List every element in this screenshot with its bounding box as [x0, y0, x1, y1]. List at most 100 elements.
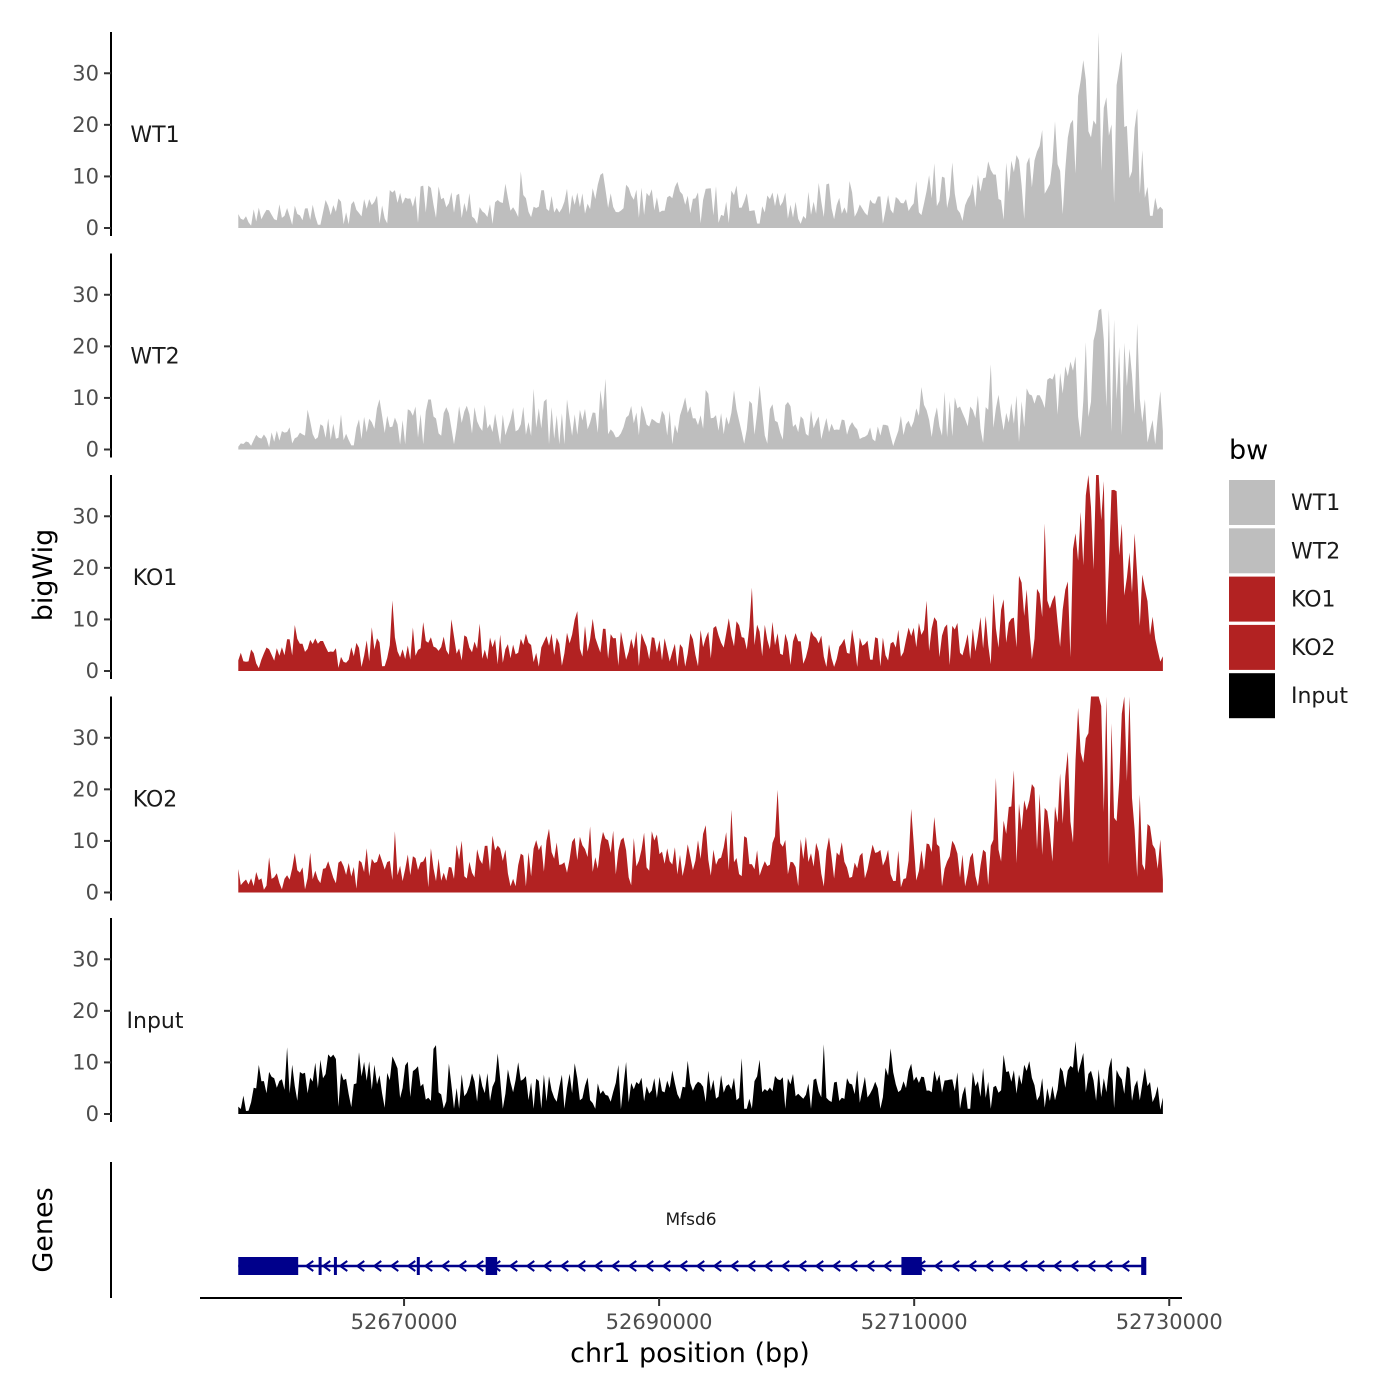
y-tick-label: 30	[72, 283, 99, 307]
strand-arrow	[423, 1260, 433, 1272]
strand-arrow	[984, 1260, 994, 1272]
strand-arrow	[1001, 1260, 1011, 1272]
x-tick-label: 52670000	[351, 1310, 458, 1334]
strand-arrow	[780, 1260, 790, 1272]
strand-arrow	[882, 1260, 892, 1272]
y-tick-label: 0	[86, 216, 99, 240]
y-tick-label: 10	[72, 829, 99, 853]
track-label-wt1: WT1	[130, 123, 179, 148]
y-tick-label: 10	[72, 386, 99, 410]
legend-label-wt2: WT2	[1291, 539, 1340, 564]
y-tick-label: 0	[86, 659, 99, 683]
y-tick-label: 30	[72, 61, 99, 85]
y-tick-label: 20	[72, 999, 99, 1023]
legend-label-input: Input	[1291, 684, 1348, 709]
track-label-wt2: WT2	[130, 345, 179, 370]
strand-arrow	[389, 1260, 399, 1272]
coverage-area-ko1	[238, 475, 1163, 671]
strand-arrow	[355, 1260, 365, 1272]
strand-arrow	[508, 1260, 518, 1272]
strand-arrow	[559, 1260, 569, 1272]
strand-arrow	[525, 1260, 535, 1272]
strand-arrow	[763, 1260, 773, 1272]
strand-arrow	[967, 1260, 977, 1272]
strand-arrow	[440, 1260, 450, 1272]
strand-arrow	[712, 1260, 722, 1272]
strand-arrow	[338, 1260, 348, 1272]
strand-arrow	[933, 1260, 943, 1272]
strand-arrow	[1103, 1260, 1113, 1272]
legend-label-wt1: WT1	[1291, 491, 1340, 516]
coverage-area-wt1	[238, 32, 1163, 228]
y-tick-label: 10	[72, 164, 99, 188]
genes-axis-title: Genes	[28, 1187, 59, 1272]
strand-arrow	[814, 1260, 824, 1272]
y-tick-label: 20	[72, 113, 99, 137]
strand-arrow	[576, 1260, 586, 1272]
strand-arrow	[695, 1260, 705, 1272]
y-tick-label: 20	[72, 556, 99, 580]
x-axis: 52670000 52690000 52710000 52730000 chr1 po…	[200, 1297, 1223, 1369]
x-axis-title: chr1 position (bp)	[570, 1338, 810, 1369]
x-tick-label: 52730000	[1116, 1310, 1223, 1334]
gene-exon	[238, 1257, 299, 1275]
y-tick-label: 30	[72, 726, 99, 750]
legend-key-input	[1229, 673, 1275, 719]
track-label-ko2: KO2	[133, 788, 178, 813]
y-tick-label: 10	[72, 607, 99, 631]
coverage-area-input	[238, 1041, 1163, 1114]
legend-title: bw	[1229, 435, 1268, 466]
y-tick-label: 10	[72, 1050, 99, 1074]
strand-arrow	[848, 1260, 858, 1272]
y-tick-label: 20	[72, 777, 99, 801]
x-tick-label: 52690000	[606, 1310, 713, 1334]
track-label-input: Input	[127, 1009, 184, 1034]
gene-exon	[333, 1257, 337, 1275]
gene-exon	[485, 1257, 498, 1275]
track-label-ko1: KO1	[133, 566, 178, 591]
gene-exon	[318, 1257, 322, 1275]
y-tick-label: 0	[86, 1102, 99, 1126]
gene-label: Mfsd6	[665, 1210, 716, 1230]
y-axis-title: bigWig	[28, 529, 59, 622]
strand-arrow	[1018, 1260, 1028, 1272]
legend-label-ko1: KO1	[1291, 588, 1336, 613]
y-tick-label: 30	[72, 947, 99, 971]
strand-arrow	[1120, 1260, 1130, 1272]
legend-key-ko1	[1229, 576, 1275, 622]
coverage-area-wt2	[238, 308, 1163, 450]
strand-arrow	[1035, 1260, 1045, 1272]
y-tick-label: 0	[86, 881, 99, 905]
strand-arrow	[627, 1260, 637, 1272]
strand-arrow	[831, 1260, 841, 1272]
y-tick-label: 0	[86, 438, 99, 462]
strand-arrow	[729, 1260, 739, 1272]
track-panels: 0 10 20 30 WT1 0 10 20 30 WT2 0 10 20 30 KO1 0 10 20 30 KO2…	[72, 32, 1163, 1126]
strand-arrow	[797, 1260, 807, 1272]
strand-arrow	[610, 1260, 620, 1272]
gene-exon	[1141, 1257, 1147, 1275]
legend-key-wt2	[1229, 528, 1275, 574]
gene-model-mfsd6	[238, 1257, 1147, 1275]
genes-panel: Genes Mfsd6	[28, 1162, 1147, 1298]
track-panel-ko1: 0 10 20 30 KO1	[72, 475, 1163, 683]
strand-arrow	[746, 1260, 756, 1272]
strand-arrow	[678, 1260, 688, 1272]
strand-arrow	[372, 1260, 382, 1272]
track-panel-ko2: 0 10 20 30 KO2	[72, 696, 1163, 905]
coverage-area-ko2	[238, 696, 1163, 893]
y-tick-label: 30	[72, 504, 99, 528]
legend-key-wt1	[1229, 480, 1275, 525]
strand-arrow	[644, 1260, 654, 1272]
strand-arrow	[865, 1260, 875, 1272]
legend: bw WT1 WT2 KO1 KO2 Input	[1229, 435, 1348, 719]
strand-arrow	[542, 1260, 552, 1272]
strand-arrow	[304, 1260, 314, 1272]
legend-label-ko2: KO2	[1291, 636, 1336, 661]
legend-key-ko2	[1229, 624, 1275, 670]
track-panel-input: 0 10 20 30 Input	[72, 918, 1163, 1126]
strand-arrow	[457, 1260, 467, 1272]
strand-arrow	[950, 1260, 960, 1272]
x-tick-label: 52710000	[861, 1310, 968, 1334]
